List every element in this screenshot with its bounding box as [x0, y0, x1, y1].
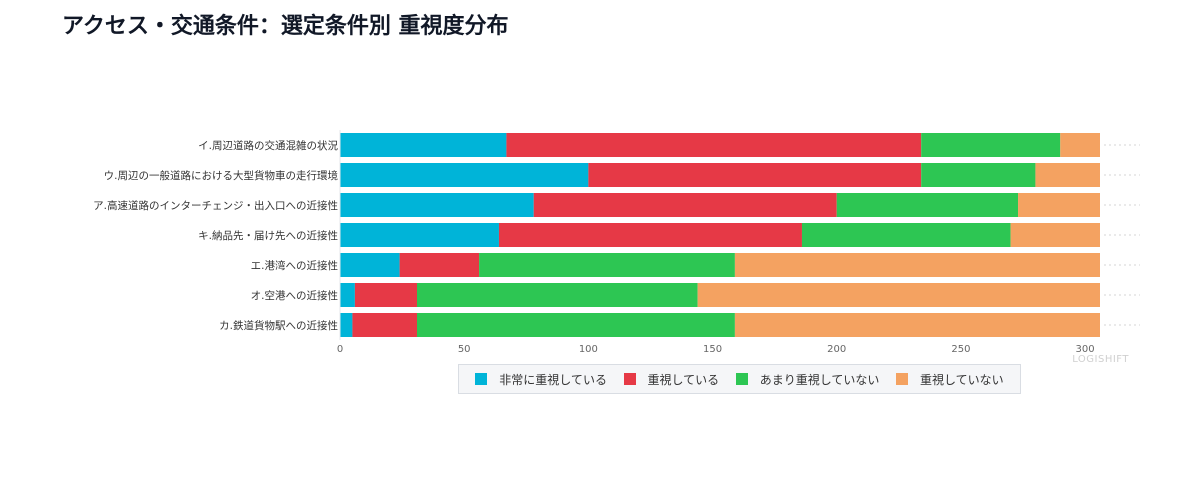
bar-segment-7-series-4 — [734, 313, 1100, 337]
bar-segment-4-series-1 — [340, 223, 499, 247]
x-tick-label: 250 — [951, 344, 970, 355]
bar-segment-6-series-1 — [340, 283, 355, 307]
bar-segment-2-series-4 — [1035, 163, 1100, 187]
legend-label: 非常に重視している — [499, 372, 607, 387]
category-label: カ.鉄道貨物駅への近接性 — [219, 319, 338, 332]
x-tick-label: 0 — [337, 344, 343, 355]
bar-segment-2-series-3 — [921, 163, 1036, 187]
bar-segment-7-series-1 — [340, 313, 353, 337]
bar-segment-3-series-1 — [340, 193, 534, 217]
legend-label: 重視している — [647, 372, 720, 387]
page-title: アクセス・交通条件：選定条件別 重視度分布 — [62, 14, 509, 39]
bars-group — [340, 133, 1100, 337]
legend-item[interactable]: 重視している — [623, 371, 720, 388]
dotted-guides-group — [1104, 144, 1140, 326]
bar-segment-3-series-4 — [1018, 193, 1100, 217]
category-label: ウ.周辺の一般道路における大型貨物車の走行環境 — [104, 169, 338, 182]
category-label: オ.空港への近接性 — [251, 289, 338, 302]
bar-segment-6-series-4 — [697, 283, 1100, 307]
x-tick-label: 50 — [458, 344, 471, 355]
bar-segment-1-series-4 — [1060, 133, 1100, 157]
legend-item[interactable]: あまり重視していない — [735, 371, 880, 388]
legend-swatch — [735, 373, 748, 385]
bar-segment-4-series-4 — [1010, 223, 1100, 247]
legend-item[interactable]: 非常に重視している — [475, 371, 607, 388]
category-labels-group: イ.周辺道路の交通混雑の状況ウ.周辺の一般道路における大型貨物車の走行環境ア.高… — [93, 139, 338, 332]
bar-segment-6-series-2 — [354, 283, 417, 307]
bar-segment-3-series-3 — [836, 193, 1019, 217]
category-label: イ.周辺道路の交通混雑の状況 — [198, 139, 338, 152]
category-label: エ.港湾への近接性 — [251, 259, 338, 272]
watermark-text: LOGISHIFT — [1072, 354, 1129, 365]
category-label: ア.高速道路のインターチェンジ・出入口への近接性 — [93, 199, 338, 212]
bar-segment-6-series-3 — [416, 283, 698, 307]
x-tick-label: 200 — [827, 344, 846, 355]
bar-segment-3-series-2 — [533, 193, 837, 217]
category-label: キ.納品先・届け先への近接性 — [198, 229, 338, 242]
x-tick-label: 150 — [703, 344, 722, 355]
bar-segment-7-series-2 — [352, 313, 417, 337]
x-tick-label: 300 — [1076, 344, 1095, 355]
bar-segment-1-series-2 — [506, 133, 922, 157]
legend-item[interactable]: 重視していない — [896, 371, 1004, 388]
x-tick-label: 100 — [579, 344, 598, 355]
legend-swatch — [475, 373, 488, 385]
bar-segment-5-series-3 — [479, 253, 735, 277]
bar-segment-2-series-1 — [340, 163, 589, 187]
legend-label: 重視していない — [920, 372, 1004, 387]
bar-segment-5-series-2 — [399, 253, 480, 277]
bar-segment-1-series-1 — [340, 133, 507, 157]
bar-segment-7-series-3 — [416, 313, 735, 337]
legend-label: あまり重視していない — [759, 372, 880, 387]
bar-segment-2-series-2 — [588, 163, 922, 187]
bar-segment-5-series-1 — [340, 253, 400, 277]
x-axis: 0 50 100 150 200 250 300 — [337, 130, 1095, 355]
bar-segment-1-series-3 — [921, 133, 1061, 157]
bar-segment-5-series-4 — [734, 253, 1100, 277]
chart-legend: 非常に重視している 重視している あまり重視していない 重視していない — [458, 364, 1021, 394]
legend-swatch — [623, 373, 636, 385]
bar-segment-4-series-3 — [801, 223, 1011, 247]
legend-swatch — [896, 373, 909, 385]
bar-segment-4-series-2 — [498, 223, 802, 247]
